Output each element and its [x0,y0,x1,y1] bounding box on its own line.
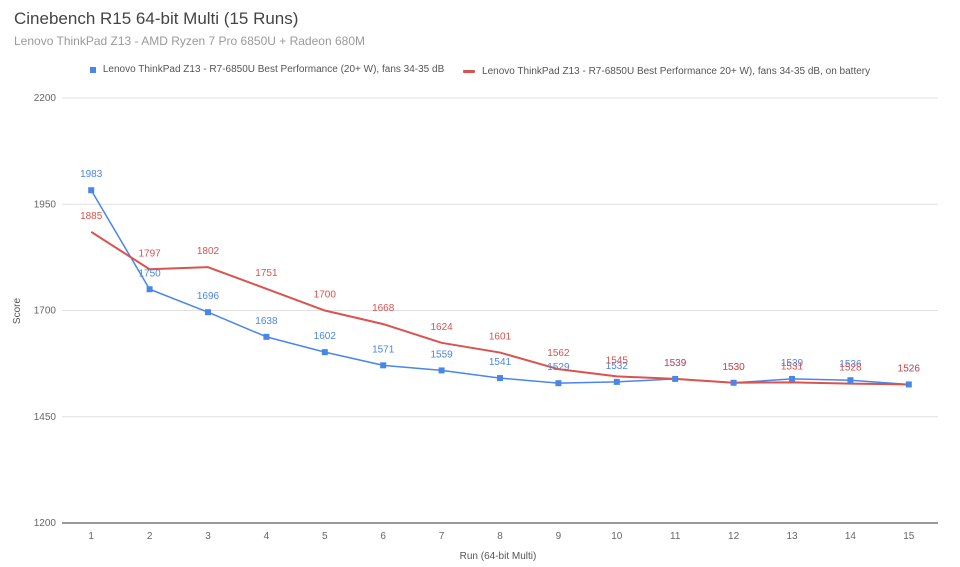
x-tick-label: 10 [611,531,623,542]
x-tick-label: 9 [556,531,562,542]
data-label-series-1: 1539 [781,358,804,369]
data-label-series-1: 1536 [839,359,862,370]
data-label-series-2: 1601 [489,332,512,343]
legend-marker-series-2 [463,69,476,73]
data-label-series-1: 1638 [255,316,278,327]
series-markers [88,187,912,388]
data-label-series-2: 1528 [839,363,862,374]
data-point-series-1 [847,377,854,384]
data-point-series-1 [497,375,503,382]
x-tick-label: 12 [728,531,740,542]
x-tick-label: 1 [88,531,94,542]
x-tick-label: 2 [147,531,153,542]
data-label-series-1: 1530 [722,362,745,373]
data-point-series-1 [146,286,153,293]
x-axis-title: Run (64-bit Multi) [460,551,537,562]
data-point-series-1 [789,375,795,382]
legend-item-series-2[interactable]: Lenovo ThinkPad Z13 - R7-6850U Best Perf… [463,66,870,77]
x-tick-label: 7 [439,531,445,542]
data-point-series-1 [613,378,620,385]
data-point-series-1 [905,381,912,388]
data-label-series-2: 1624 [430,322,453,333]
x-tick-label: 4 [264,531,270,542]
data-label-series-2: 1797 [138,248,161,259]
data-label-series-2: 1751 [255,268,278,279]
x-tick-label: 14 [845,531,857,542]
x-tick-label: 6 [380,531,386,542]
data-label-series-2: 1539 [664,358,687,369]
series-line-2 [90,231,909,386]
legend-label-series-1: Lenovo ThinkPad Z13 - R7-6850U Best Perf… [102,64,445,75]
data-label-series-2: 1562 [547,348,570,359]
data-point-series-1 [380,362,387,369]
data-label-series-2: 1531 [781,361,804,372]
series-lines [90,189,909,386]
y-tick-label: 1700 [34,306,57,317]
y-axis-title: Score [12,298,23,325]
data-label-series-1: 1559 [430,349,453,360]
chart-legend: Lenovo ThinkPad Z13 - R7-6850U Best Perf… [0,64,960,77]
data-label-series-1: 1529 [547,362,570,373]
data-label-series-1: 1539 [664,358,687,369]
data-labels: 1983 1750 1696 1638 1602 1571 1559 1541 1529 1532… [80,169,920,374]
data-point-series-1 [88,187,95,194]
y-tick-label: 1200 [34,518,57,529]
data-point-series-1 [205,309,211,316]
data-point-series-1 [438,367,445,374]
data-label-series-1: 1696 [197,291,220,302]
x-tick-label: 8 [497,531,503,542]
x-tick-label: 3 [205,531,211,542]
data-label-series-1: 1526 [898,363,921,374]
x-tick-label: 11 [670,531,681,542]
data-label-series-2: 1668 [372,303,395,314]
legend-label-series-2: Lenovo ThinkPad Z13 - R7-6850U Best Perf… [482,65,871,77]
series-line-1 [90,189,909,386]
x-axis-ticks: 1 2 3 4 5 6 7 8 9 10 11 12 13 14 15 [88,531,914,542]
y-tick-label: 2200 [34,93,57,104]
chart-title: Cinebench R15 64-bit Multi (15 Runs) [14,9,299,28]
data-point-series-1 [672,375,679,382]
data-label-series-1: 1750 [138,268,161,279]
data-point-series-1 [321,349,328,356]
data-point-series-1 [555,380,562,387]
x-tick-label: 13 [786,531,798,542]
data-label-series-1: 1571 [372,344,395,355]
data-label-series-1: 1602 [314,331,337,342]
y-tick-label: 1450 [34,412,57,423]
data-point-series-1 [263,333,270,340]
y-axis-ticks: 1200 1450 1700 1950 2200 [34,93,57,529]
chart-subtitle: Lenovo ThinkPad Z13 - AMD Ryzen 7 Pro 68… [14,34,365,48]
data-label-series-2: 1802 [197,246,220,257]
data-point-series-1 [730,379,737,386]
data-label-series-2: 1545 [606,355,629,366]
data-label-series-2: 1885 [80,211,103,222]
x-tick-label: 15 [903,531,915,542]
data-label-series-2: 1530 [722,362,745,373]
data-label-series-1: 1983 [80,169,103,180]
data-label-series-2: 1526 [898,363,921,374]
gridlines [62,97,938,524]
x-tick-label: 5 [322,531,328,542]
data-label-series-1: 1541 [489,357,512,368]
data-label-series-2: 1700 [314,290,337,301]
legend-marker-series-1 [89,66,96,73]
data-label-series-1: 1532 [606,361,629,372]
legend-item-series-1[interactable]: Lenovo ThinkPad Z13 - R7-6850U Best Perf… [89,64,445,75]
y-tick-label: 1950 [34,199,57,210]
